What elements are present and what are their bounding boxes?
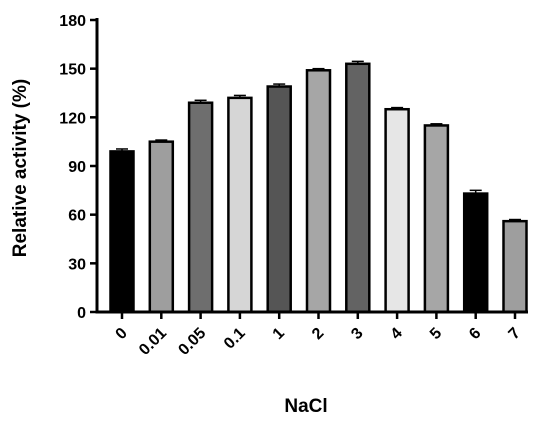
bar [423,124,450,314]
bar [462,192,489,314]
x-tick-label: 1 [270,325,288,343]
y-tick-label: 0 [77,305,86,322]
x-tick-label: 5 [427,325,445,343]
x-tick-label: 3 [348,325,366,343]
x-tick-label: 7 [506,325,524,343]
x-axis-title: NaCl [284,396,327,417]
x-ticks-group: 0 0.01 0.05 0.1 1 2 3 4 5 6 7 [113,312,524,359]
bar [305,69,332,314]
y-tick-label: 30 [68,256,86,273]
y-tick-label: 150 [59,62,86,79]
y-tick-label: 90 [68,159,86,176]
bar [345,62,371,314]
x-tick-label: 6 [466,325,484,343]
y-tick-label: 60 [68,208,86,225]
bar [384,107,410,314]
bars-group [109,62,528,314]
bar [148,140,175,314]
y-tick-label: 120 [59,110,86,127]
x-tick-label: 4 [388,325,406,343]
x-tick-label: 0.01 [136,325,170,359]
x-tick-label: 0.05 [175,325,209,359]
bar [227,96,253,314]
y-tick-label: 180 [59,13,86,30]
x-tick-label: 0.1 [221,325,249,353]
bar [187,101,214,314]
x-tick-label: 2 [309,325,327,343]
x-tick-label: 0 [113,325,131,343]
y-axis-title: Relative activity (%) [10,79,31,257]
y-ticks-group: 0 30 60 90 120 150 180 [59,13,97,322]
bar [109,150,135,314]
bar [502,219,528,314]
bar [266,85,292,314]
error-bars-group [116,60,521,222]
